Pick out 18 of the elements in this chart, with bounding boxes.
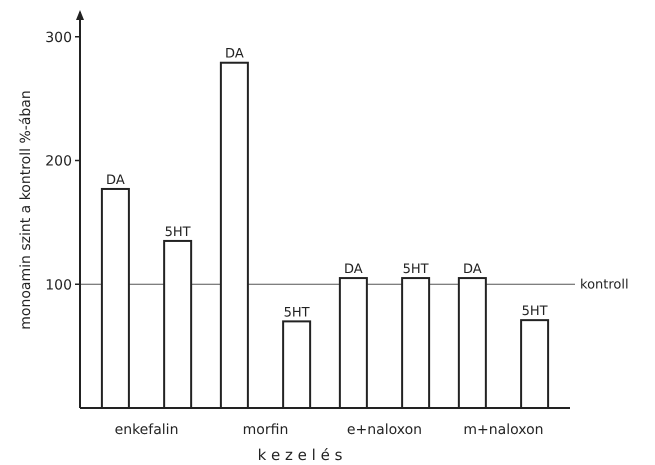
text: DA [225,46,244,62]
text: 5HT [284,305,310,320]
y-tick-label: 100 [45,277,72,294]
text: 5HT [522,304,548,320]
text: DA [106,172,125,188]
x-tick-label: enkefalin [114,422,178,438]
series-label: DA [344,262,363,278]
x-axis-title: k e z e l é s [258,446,343,464]
text: 5HT [164,224,191,240]
y-axis-title: monoamin szint a kontroll %-ában [18,90,34,330]
x-tick-label: e+naloxon [346,422,422,438]
y-tick-label: 300 [45,30,72,46]
x-tick-label: m+naloxon [463,422,544,438]
ref-line-label: kontroll [580,277,629,292]
y-tick-label: 200 [45,154,72,170]
x-tick-label: morfin [242,422,288,438]
series-label: 5HT [402,262,429,278]
text: DA [463,262,482,278]
